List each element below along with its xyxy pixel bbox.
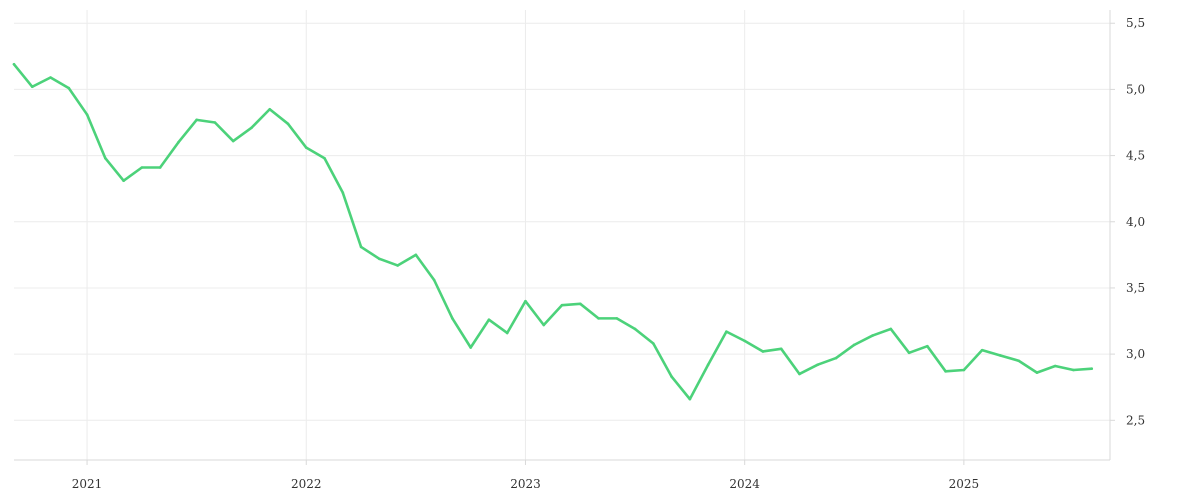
data-point bbox=[980, 348, 984, 352]
data-point bbox=[633, 327, 637, 331]
x-tick-label: 2022 bbox=[291, 477, 322, 491]
data-point bbox=[505, 331, 509, 335]
series-layer bbox=[12, 62, 1094, 401]
data-point bbox=[743, 339, 746, 343]
y-tick-label: 3,0 bbox=[1126, 347, 1145, 361]
data-point bbox=[1090, 367, 1094, 370]
data-point bbox=[378, 257, 381, 261]
data-point bbox=[524, 299, 527, 303]
data-point bbox=[1072, 368, 1075, 372]
data-point bbox=[889, 327, 893, 331]
data-point bbox=[195, 118, 198, 122]
data-point bbox=[597, 317, 600, 320]
data-point bbox=[1053, 364, 1057, 368]
y-tick-label: 4,5 bbox=[1126, 149, 1145, 163]
data-point bbox=[268, 107, 272, 111]
x-tick-label: 2025 bbox=[949, 477, 980, 491]
x-tick-label: 2024 bbox=[729, 477, 760, 491]
axes bbox=[14, 10, 1111, 461]
x-tick-label: 2021 bbox=[72, 477, 103, 491]
data-point bbox=[341, 191, 345, 194]
data-point bbox=[67, 86, 71, 90]
grid bbox=[14, 10, 1115, 465]
data-point bbox=[871, 334, 874, 337]
data-point bbox=[944, 370, 947, 373]
data-point bbox=[414, 253, 418, 257]
y-tick-labels: 2,5 3,0 3,5 4,0 4,5 5,0 5,5 bbox=[1126, 16, 1145, 427]
data-point bbox=[49, 76, 52, 79]
data-point bbox=[670, 375, 673, 378]
data-point bbox=[323, 156, 326, 160]
data-point bbox=[615, 317, 619, 320]
data-point bbox=[725, 330, 728, 333]
data-point bbox=[30, 85, 34, 89]
data-point bbox=[432, 278, 436, 282]
data-point bbox=[158, 166, 162, 169]
data-point bbox=[140, 166, 144, 169]
data-point bbox=[122, 179, 125, 183]
data-point bbox=[560, 303, 564, 307]
data-point bbox=[542, 323, 546, 327]
data-point bbox=[688, 397, 692, 401]
data-point bbox=[999, 354, 1002, 357]
y-tick-label: 2,5 bbox=[1126, 413, 1145, 427]
x-tick-labels: 2021 2022 2023 2024 2025 bbox=[72, 477, 979, 491]
data-point bbox=[1035, 371, 1039, 374]
data-point bbox=[85, 113, 89, 116]
data-point bbox=[469, 346, 472, 349]
y-tick-label: 4,0 bbox=[1126, 215, 1145, 229]
data-point bbox=[779, 347, 783, 351]
data-point bbox=[177, 141, 180, 144]
data-point bbox=[761, 350, 765, 353]
data-point bbox=[834, 356, 838, 360]
data-point bbox=[12, 62, 16, 66]
data-point bbox=[487, 318, 491, 322]
y-tick-label: 3,5 bbox=[1126, 281, 1145, 295]
x-tick-label: 2023 bbox=[510, 477, 541, 491]
data-point bbox=[396, 264, 399, 267]
data-point bbox=[962, 368, 966, 372]
data-point bbox=[359, 245, 363, 249]
data-point bbox=[926, 344, 929, 348]
data-point bbox=[104, 156, 107, 160]
data-point bbox=[852, 343, 856, 347]
series-line bbox=[12, 62, 1094, 401]
data-point bbox=[231, 139, 235, 143]
y-tick-label: 5,5 bbox=[1126, 16, 1145, 30]
data-point bbox=[250, 126, 253, 130]
y-tick-label: 5,0 bbox=[1126, 82, 1145, 96]
data-point bbox=[798, 372, 801, 376]
data-point bbox=[907, 351, 911, 355]
data-point bbox=[1017, 359, 1020, 363]
data-point bbox=[213, 121, 217, 124]
data-point bbox=[451, 317, 454, 320]
data-point bbox=[578, 302, 582, 306]
data-point bbox=[286, 122, 290, 126]
data-point bbox=[304, 146, 308, 149]
data-point bbox=[816, 363, 820, 367]
data-point bbox=[652, 342, 655, 345]
data-point bbox=[706, 363, 710, 367]
